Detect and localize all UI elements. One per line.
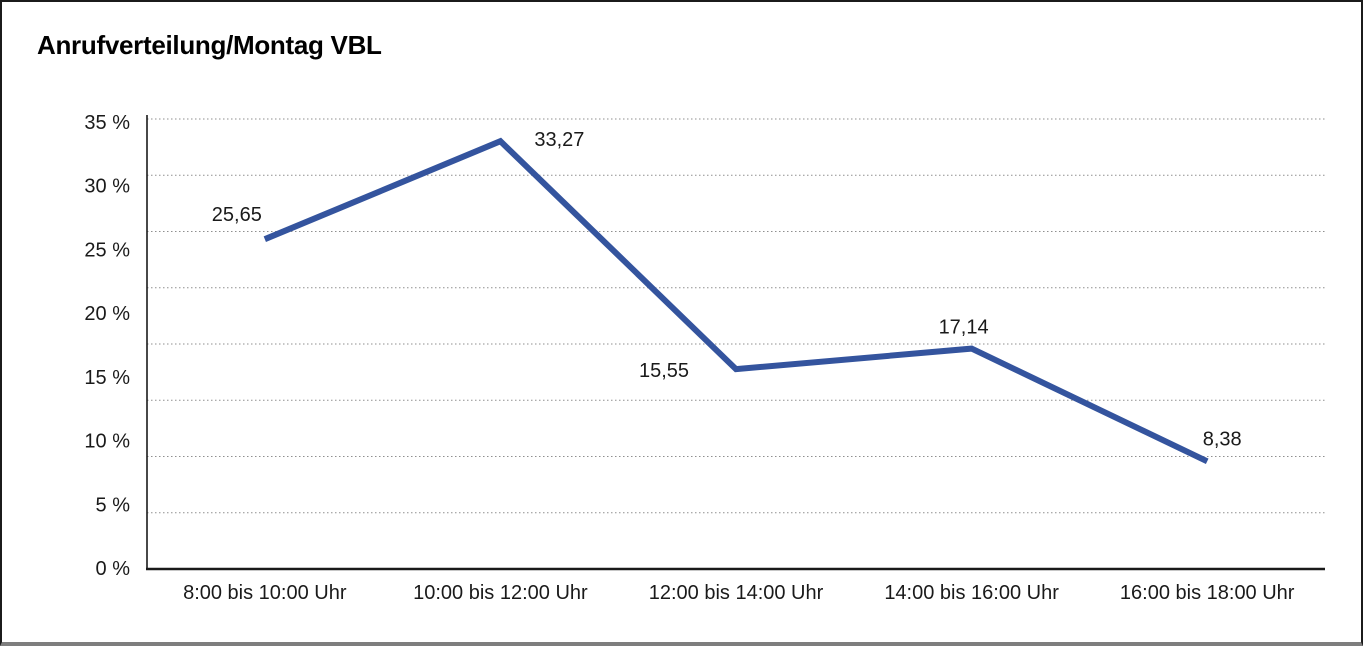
x-tick-label: 12:00 bis 14:00 Uhr	[649, 582, 824, 604]
data-point-label: 17,14	[939, 317, 989, 339]
chart-title: Anrufverteilung/Montag VBL	[37, 30, 382, 60]
x-tick-label: 8:00 bis 10:00 Uhr	[183, 582, 347, 604]
x-tick-label: 16:00 bis 18:00 Uhr	[1120, 582, 1295, 604]
y-tick-label: 15 %	[84, 367, 130, 389]
data-point-label: 8,38	[1203, 428, 1242, 450]
series-line	[263, 137, 1209, 465]
x-tick-label: 10:00 bis 12:00 Uhr	[413, 582, 588, 604]
x-tick-label: 14:00 bis 16:00 Uhr	[884, 582, 1059, 604]
y-tick-label: 0 %	[96, 558, 131, 580]
data-point-label: 15,55	[639, 360, 689, 382]
data-point-label: 25,65	[212, 204, 262, 226]
y-tick-label: 5 %	[96, 494, 131, 516]
data-point-label: 33,27	[534, 129, 584, 151]
y-tick-label: 25 %	[84, 239, 130, 261]
y-tick-label: 20 %	[84, 303, 130, 325]
y-tick-label: 35 %	[84, 112, 130, 134]
y-tick-label: 30 %	[84, 176, 130, 198]
y-tick-label: 10 %	[84, 431, 130, 453]
